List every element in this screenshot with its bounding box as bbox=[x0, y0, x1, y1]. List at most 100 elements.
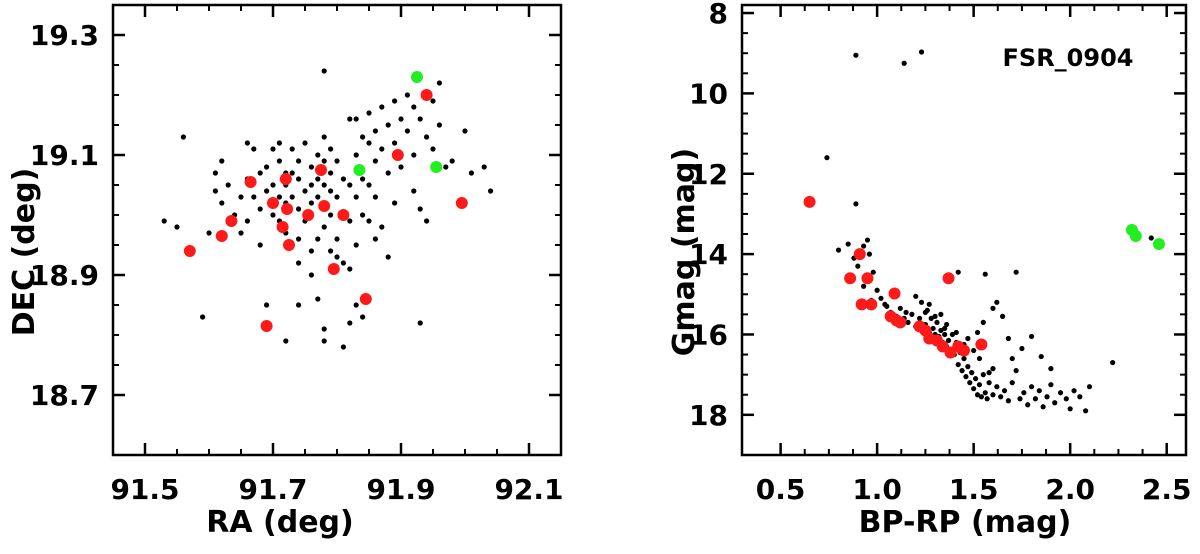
data-point bbox=[404, 92, 410, 98]
data-point bbox=[1028, 333, 1035, 340]
data-point bbox=[366, 140, 372, 146]
y-axis-label: DEC (deg) bbox=[7, 168, 42, 337]
x-tick-label: 1.0 bbox=[852, 473, 902, 506]
data-point bbox=[855, 263, 861, 269]
data-point bbox=[938, 327, 944, 334]
data-point bbox=[308, 200, 314, 206]
data-point bbox=[244, 140, 250, 146]
data-point bbox=[1044, 394, 1050, 400]
data-point bbox=[917, 315, 923, 321]
data-point bbox=[455, 197, 468, 209]
data-point bbox=[965, 335, 971, 342]
data-point bbox=[315, 176, 321, 182]
data-point bbox=[302, 209, 315, 221]
data-point bbox=[1036, 388, 1042, 394]
data-point bbox=[861, 243, 867, 249]
data-point bbox=[321, 338, 327, 344]
data-point bbox=[411, 188, 417, 194]
data-point bbox=[392, 98, 398, 104]
data-point bbox=[1083, 408, 1089, 414]
x-axis-label: BP-RP (mag) bbox=[859, 505, 1072, 540]
cmd-panel: BP-RP (mag) Gmag (mag) FSR_0904 0.5 1.0 1.… bbox=[667, 0, 1192, 540]
data-point bbox=[844, 272, 857, 285]
data-point bbox=[315, 152, 321, 158]
data-point bbox=[853, 248, 866, 261]
data-point bbox=[328, 170, 334, 176]
data-point bbox=[347, 266, 353, 272]
data-point bbox=[340, 260, 346, 266]
data-point bbox=[853, 201, 859, 207]
data-point bbox=[337, 209, 350, 221]
data-point bbox=[913, 293, 919, 299]
data-point bbox=[385, 254, 391, 260]
data-point bbox=[430, 161, 443, 173]
data-point bbox=[347, 182, 353, 188]
data-point bbox=[200, 314, 206, 320]
data-point bbox=[385, 122, 391, 128]
data-point bbox=[1110, 359, 1116, 366]
data-point bbox=[257, 170, 263, 176]
data-point bbox=[955, 361, 961, 368]
data-point bbox=[379, 104, 385, 110]
data-point bbox=[276, 140, 282, 146]
data-point bbox=[853, 52, 859, 58]
data-point bbox=[932, 313, 938, 319]
field-stars-series bbox=[161, 68, 494, 350]
data-point bbox=[385, 170, 391, 176]
data-point bbox=[296, 260, 302, 266]
red-members-series bbox=[183, 89, 468, 332]
data-point bbox=[1048, 382, 1054, 388]
data-point bbox=[990, 305, 996, 311]
data-point bbox=[276, 194, 282, 200]
data-point bbox=[334, 194, 340, 200]
data-point bbox=[918, 49, 925, 55]
data-point bbox=[360, 314, 366, 320]
data-point bbox=[835, 247, 842, 253]
data-point bbox=[372, 194, 378, 200]
data-point bbox=[264, 164, 270, 170]
data-point bbox=[296, 206, 302, 212]
data-point bbox=[180, 134, 186, 140]
data-point bbox=[219, 200, 225, 206]
data-point bbox=[1052, 400, 1058, 406]
data-point bbox=[360, 176, 366, 182]
data-point bbox=[998, 394, 1004, 400]
data-point bbox=[174, 224, 180, 230]
data-point bbox=[874, 287, 880, 293]
x-tick-label: 91.9 bbox=[366, 473, 435, 506]
data-point bbox=[315, 194, 321, 200]
data-point bbox=[360, 212, 366, 218]
data-point bbox=[909, 311, 915, 317]
data-point bbox=[1019, 345, 1025, 352]
data-point bbox=[1032, 396, 1039, 402]
data-point bbox=[340, 344, 346, 350]
data-point bbox=[183, 245, 196, 257]
data-point bbox=[411, 152, 417, 158]
y-tick-label: 19.3 bbox=[30, 19, 99, 52]
x-axis-label: RA (deg) bbox=[206, 505, 353, 540]
data-point bbox=[942, 272, 955, 285]
data-point bbox=[870, 269, 876, 275]
data-point bbox=[1025, 402, 1031, 408]
data-point bbox=[398, 116, 404, 122]
data-point bbox=[251, 146, 257, 152]
data-point bbox=[980, 319, 986, 326]
data-point bbox=[1057, 390, 1064, 396]
data-point bbox=[1077, 394, 1083, 400]
data-point bbox=[903, 309, 909, 315]
data-point bbox=[353, 302, 359, 308]
data-point bbox=[990, 392, 996, 398]
data-point bbox=[366, 218, 372, 224]
data-point bbox=[928, 315, 934, 321]
data-point bbox=[1067, 406, 1073, 412]
data-point bbox=[866, 251, 873, 257]
data-point bbox=[443, 164, 449, 170]
data-point bbox=[328, 188, 334, 194]
data-point bbox=[283, 239, 295, 251]
green-members-series bbox=[353, 71, 443, 176]
data-point bbox=[296, 176, 302, 182]
data-point bbox=[244, 176, 257, 188]
data-point bbox=[379, 224, 385, 230]
data-point bbox=[424, 134, 430, 140]
